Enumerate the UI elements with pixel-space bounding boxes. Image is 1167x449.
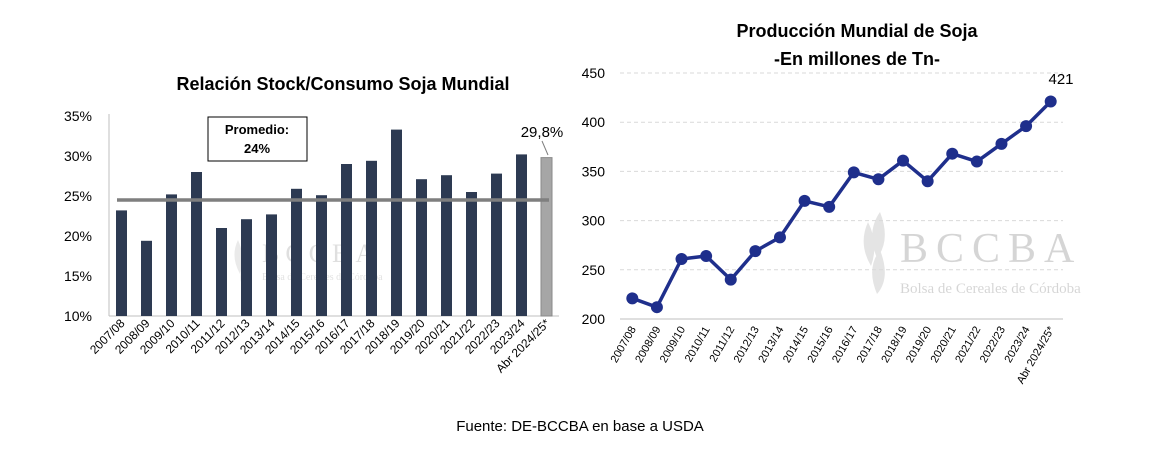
bar [441,175,452,316]
right-watermark-logo: BCCBA [900,226,1082,272]
bar [366,160,377,316]
production-point [847,166,860,179]
production-point [1044,95,1057,108]
production-point [626,292,639,305]
left-y-ticks: 35% 30% 25% 20% 15% 10% [64,108,92,324]
bar [191,172,202,316]
production-point [872,173,885,186]
bar [516,154,527,316]
left-bars [116,129,553,317]
production-point [700,250,713,263]
right-y-tick-label: 350 [582,163,606,179]
production-point [724,273,737,286]
bar [216,228,227,316]
production-point [773,231,786,244]
production-point [970,155,983,168]
production-point [823,200,836,213]
production-points [626,95,1057,314]
highlight-bar-label: 29,8% [521,124,564,141]
average-label-line1: Promedio: [225,122,289,137]
production-point [995,137,1008,150]
bar [241,219,252,316]
right-y-tick-label: 250 [582,262,606,278]
left-y-tick-label: 15% [64,268,92,284]
bar [141,240,152,316]
production-point [650,301,663,314]
bar [341,164,352,316]
right-watermark: BCCBA Bolsa de Cereales de Córdoba [863,212,1082,297]
bar [291,188,302,316]
bar [116,210,127,316]
right-y-tick-label: 400 [582,114,606,130]
bar [416,179,427,316]
last-value-label: 421 [1048,71,1073,88]
wheat-logo-icon [863,212,885,294]
left-y-tick-label: 20% [64,228,92,244]
production-point [921,175,934,188]
right-watermark-subtitle: Bolsa de Cereales de Córdoba [900,281,1081,297]
production-chart: Producción Mundial de Soja -En millones … [582,21,1082,386]
left-y-tick-label: 10% [64,308,92,324]
highlight-label-leader [541,140,549,156]
bar [166,194,177,316]
right-y-tick-label: 200 [582,311,606,327]
average-label-box: Promedio: 24% [207,116,308,162]
right-y-ticks: 450 400 350 300 250 200 [582,65,606,327]
bar [316,195,327,316]
average-label-line2: 24% [244,141,270,156]
right-chart-title-line2: -En millones de Tn- [774,49,940,69]
left-y-tick-label: 25% [64,188,92,204]
production-point [946,147,959,160]
bar [391,129,402,316]
bar [266,214,277,316]
highlight-bar [540,157,553,317]
production-point [897,154,910,167]
production-point [798,194,811,207]
left-x-ticks: 2007/082008/092009/102010/112011/122012/… [87,316,553,376]
right-gridlines [620,72,1063,271]
bar [491,173,502,316]
production-point [749,245,762,258]
right-chart-title-line1: Producción Mundial de Soja [736,21,978,41]
source-footnote: Fuente: DE-BCCBA en base a USDA [456,418,704,435]
bar [466,192,477,316]
left-watermark: BCCBA Bolsa de Cereales de Córdoba [234,236,383,292]
left-chart-title: Relación Stock/Consumo Soja Mundial [176,74,509,94]
production-point [675,252,688,265]
right-y-tick-label: 300 [582,213,606,229]
right-y-tick-label: 450 [582,65,606,81]
production-point [1020,120,1033,133]
left-y-tick-label: 35% [64,108,92,124]
left-y-tick-label: 30% [64,148,92,164]
production-line [631,100,1052,309]
stock-consumption-chart: Relación Stock/Consumo Soja Mundial BCCB… [64,74,563,376]
right-x-ticks: 2007/082008/092009/102010/112011/122012/… [609,324,1058,386]
